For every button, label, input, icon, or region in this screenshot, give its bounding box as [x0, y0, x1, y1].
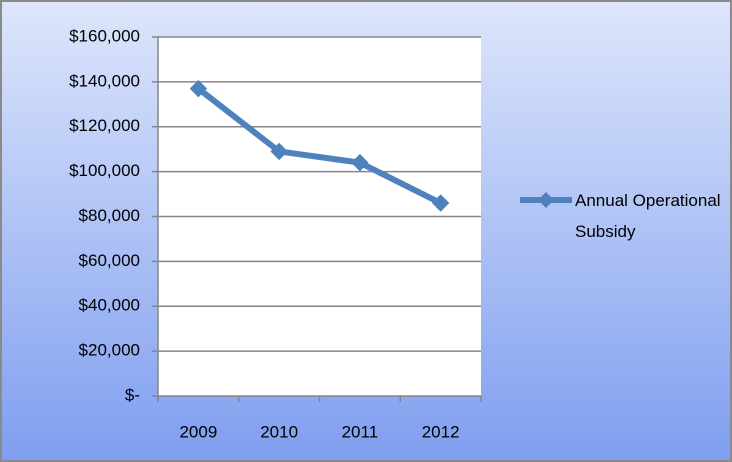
y-tick-label: $80,000	[79, 206, 140, 225]
x-tick-label: 2010	[260, 422, 298, 441]
data-marker	[189, 79, 208, 98]
data-marker	[431, 194, 450, 212]
data-marker	[270, 142, 288, 161]
y-tick-label: $140,000	[69, 71, 140, 90]
y-tick-label: $60,000	[79, 251, 140, 270]
data-marker	[351, 153, 369, 172]
x-tick-label: 2011	[342, 422, 379, 441]
series-line	[196, 86, 442, 206]
y-tick-label: $-	[125, 385, 140, 404]
y-tick-label: $160,000	[69, 26, 140, 45]
legend-marker	[538, 192, 554, 208]
y-tick-label: $40,000	[79, 296, 140, 315]
y-tick-label: $120,000	[69, 116, 140, 135]
legend-label: Annual Operational Subsidy	[575, 191, 721, 241]
y-tick-label: $20,000	[79, 341, 140, 360]
x-tick-label: 2012	[422, 422, 460, 441]
y-tick-label: $100,000	[69, 161, 140, 180]
x-tick-label: 2009	[179, 422, 217, 441]
